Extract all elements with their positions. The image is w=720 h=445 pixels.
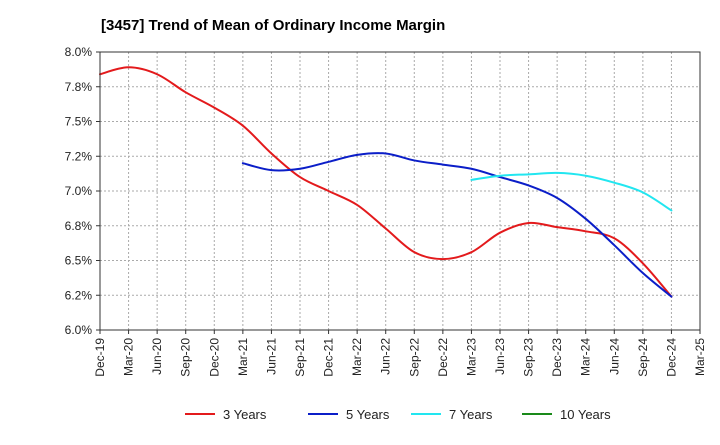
- y-tick-label: 8.0%: [65, 45, 93, 59]
- y-tick-label: 6.0%: [65, 323, 93, 337]
- x-tick-label: Mar-22: [350, 338, 364, 376]
- x-tick-label: Jun-20: [150, 338, 164, 375]
- x-tick-label: Mar-23: [464, 338, 478, 376]
- x-tick-label: Sep-22: [407, 338, 421, 377]
- x-tick-label: Jun-23: [493, 338, 507, 375]
- series-line-7-years: [470, 171, 673, 212]
- legend-label-10-years: 10 Years: [560, 407, 611, 422]
- y-tick-label: 6.8%: [65, 219, 93, 233]
- chart-title: [3457] Trend of Mean of Ordinary Income …: [101, 17, 445, 34]
- legend: 3 Years 5 Years 7 Years 10 Years: [185, 407, 611, 422]
- y-tick-label: 6.5%: [65, 254, 93, 268]
- y-tick-label: 6.2%: [65, 288, 93, 302]
- x-tick-label: Sep-20: [179, 338, 193, 377]
- x-tick-label: Mar-24: [579, 338, 593, 376]
- y-tick-label: 7.0%: [65, 184, 93, 198]
- x-tick-label: Sep-21: [293, 338, 307, 377]
- legend-label-5-years: 5 Years: [346, 407, 390, 422]
- x-tick-label: Jun-21: [264, 338, 278, 375]
- x-tick-label: Mar-20: [122, 338, 136, 376]
- x-tick-label: Mar-21: [236, 338, 250, 376]
- legend-label-3-years: 3 Years: [223, 407, 267, 422]
- x-tick-label: Dec-22: [436, 338, 450, 377]
- x-tick-label: Jun-22: [379, 338, 393, 375]
- x-tick-label: Dec-21: [322, 338, 336, 377]
- y-tick-label: 7.5%: [65, 115, 93, 129]
- y-tick-label: 7.2%: [65, 149, 93, 163]
- series-line-5-years: [241, 152, 673, 298]
- x-tick-label: Dec-24: [664, 338, 678, 377]
- x-tick-label: Dec-19: [93, 338, 107, 377]
- x-tick-label: Mar-25: [693, 338, 707, 376]
- plot-frame: [99, 51, 701, 331]
- legend-label-7-years: 7 Years: [449, 407, 493, 422]
- series-line-3-years: [99, 66, 673, 298]
- axis-layer: 6.0% 6.2% 6.5% 6.8% 7.0% 7.2% 7.5% 7.8% 8.0% Dec-…: [65, 45, 707, 377]
- y-tick-label: 7.8%: [65, 80, 93, 94]
- x-tick-label: Dec-23: [550, 338, 564, 377]
- x-tick-label: Sep-24: [636, 338, 650, 377]
- x-tick-label: Sep-23: [522, 338, 536, 377]
- x-tick-label: Dec-20: [207, 338, 221, 377]
- series-layer: [99, 66, 673, 298]
- x-tick-label: Jun-24: [607, 338, 621, 375]
